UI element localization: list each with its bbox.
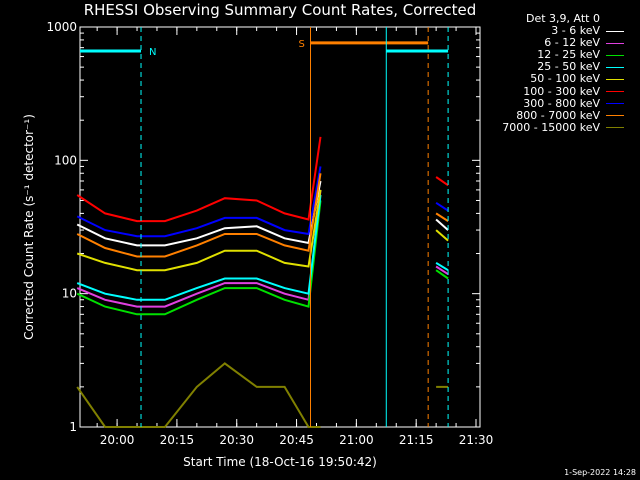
y-tick-label: 1000: [46, 20, 77, 34]
legend-label: 3 - 6 keV: [551, 24, 600, 38]
y-axis-label: Corrected Count Rate (s⁻¹ detector⁻¹): [22, 114, 36, 340]
series-line: [435, 229, 449, 242]
legend-label: 100 - 300 keV: [523, 84, 600, 98]
series-line: [76, 136, 322, 223]
x-axis-label: Start Time (18-Oct-16 19:50:42): [183, 455, 377, 469]
x-tick-label: 20:00: [100, 433, 135, 447]
legend: Det 3,9, Att 0 3 - 6 keV 6 - 12 keV 12 - 2…: [480, 12, 630, 134]
legend-entry: 100 - 300 keV: [480, 84, 630, 98]
legend-swatch: [606, 103, 624, 105]
series-line: [76, 194, 322, 301]
series-line: [76, 362, 321, 428]
legend-swatch: [606, 30, 624, 32]
x-tick-label: 21:15: [399, 433, 434, 447]
legend-entry: 3 - 6 keV: [480, 24, 630, 38]
legend-entry: 50 - 100 keV: [480, 73, 630, 85]
series-line: [435, 176, 449, 187]
x-tick-label: 20:15: [160, 433, 195, 447]
legend-label: 25 - 50 keV: [537, 60, 600, 74]
series-line: [76, 166, 322, 238]
series-line: [76, 189, 322, 308]
timestamp: 1-Sep-2022 14:28: [564, 468, 636, 477]
legend-swatch: [606, 79, 624, 81]
x-tick-label: 21:00: [339, 433, 374, 447]
series-line: [435, 218, 449, 231]
series-line: [435, 262, 449, 272]
x-tick-label: 20:30: [219, 433, 254, 447]
y-tick-label: 100: [54, 153, 77, 167]
legend-entry: 300 - 800 keV: [480, 96, 630, 110]
series-line: [435, 265, 449, 276]
series-line: [76, 189, 322, 272]
legend-swatch: [606, 115, 624, 117]
series-line: [435, 201, 449, 212]
legend-label: 50 - 100 keV: [530, 72, 600, 86]
flag-label: N: [149, 47, 156, 58]
legend-label: 7000 - 15000 keV: [502, 120, 600, 134]
series-line: [435, 269, 449, 280]
legend-entry: 800 - 7000 keV: [480, 108, 630, 122]
legend-swatch: [606, 42, 624, 44]
legend-entry: 25 - 50 keV: [480, 61, 630, 73]
legend-label: 300 - 800 keV: [523, 96, 600, 110]
legend-label: 800 - 7000 keV: [516, 108, 600, 122]
legend-swatch: [606, 54, 624, 56]
legend-label: 12 - 25 keV: [537, 48, 600, 62]
y-tick-label: 1: [69, 420, 77, 434]
x-tick-label: 20:45: [279, 433, 314, 447]
chart-title: RHESSI Observing Summary Count Rates, Co…: [83, 1, 477, 19]
legend-entry: 7000 - 15000 keV: [480, 120, 630, 134]
legend-entry: 12 - 25 keV: [480, 49, 630, 61]
legend-entry: 6 - 12 keV: [480, 37, 630, 49]
x-tick-label: 21:30: [459, 433, 494, 447]
legend-label: 6 - 12 keV: [544, 36, 600, 50]
y-tick-label: 10: [62, 287, 77, 301]
legend-swatch: [606, 91, 624, 93]
series-line: [76, 173, 322, 258]
legend-swatch: [606, 66, 624, 68]
flag-label: S: [299, 39, 305, 50]
series-line: [76, 180, 322, 247]
legend-swatch: [606, 127, 624, 129]
series-line: [435, 212, 449, 222]
series-line: [76, 200, 322, 316]
legend-title: Det 3,9, Att 0: [526, 12, 600, 25]
